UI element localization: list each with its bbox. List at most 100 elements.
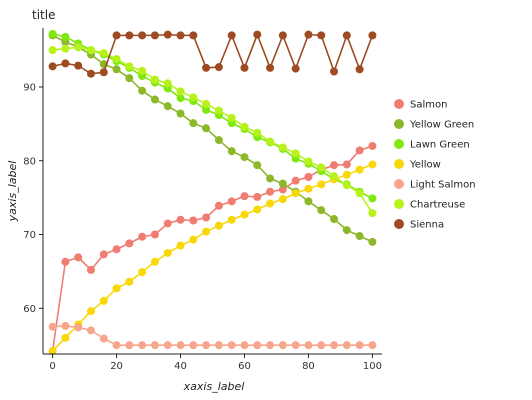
data-point-sienna — [86, 69, 95, 78]
data-point-yellow-green — [125, 74, 134, 83]
data-point-chartreuse — [189, 93, 198, 102]
x-tick-label: 20 — [110, 361, 123, 372]
data-point-light-salmon — [48, 322, 57, 331]
data-point-sienna — [214, 63, 223, 72]
data-point-salmon — [214, 201, 223, 210]
data-point-salmon — [240, 192, 249, 201]
data-point-sienna — [163, 30, 172, 39]
chart-title: title — [32, 8, 55, 22]
data-point-chartreuse — [163, 79, 172, 88]
x-axis-ticks: 0 20 40 60 80 100 — [49, 354, 382, 372]
data-point-yellow-green — [227, 147, 236, 156]
data-point-light-salmon — [125, 341, 134, 350]
data-point-chartreuse — [125, 62, 134, 71]
data-point-salmon — [304, 172, 313, 181]
data-point-sienna — [48, 62, 57, 71]
data-point-chartreuse — [74, 43, 83, 52]
data-point-light-salmon — [304, 341, 313, 350]
series-line-light-salmon — [52, 325, 373, 346]
data-point-salmon — [266, 187, 275, 196]
data-point-light-salmon — [266, 341, 275, 350]
plot-area — [48, 29, 377, 356]
data-point-yellow — [317, 180, 326, 189]
data-point-light-salmon — [189, 341, 198, 350]
data-point-light-salmon — [112, 341, 121, 350]
data-point-salmon — [278, 185, 287, 194]
data-point-light-salmon — [86, 326, 95, 335]
data-point-chartreuse — [48, 46, 57, 55]
data-point-yellow-green — [342, 226, 351, 235]
data-point-sienna — [342, 31, 351, 40]
data-point-sienna — [253, 30, 262, 39]
data-point-yellow — [61, 333, 70, 342]
legend-label: Salmon — [410, 100, 447, 111]
data-point-yellow — [112, 284, 121, 293]
legend-label: Sienna — [410, 220, 444, 231]
data-point-light-salmon — [317, 341, 326, 350]
data-point-light-salmon — [163, 341, 172, 350]
data-point-sienna — [291, 64, 300, 73]
data-point-chartreuse — [138, 66, 147, 75]
data-point-yellow-green — [163, 102, 172, 111]
data-point-yellow-green — [138, 86, 147, 95]
legend-marker — [394, 99, 404, 109]
data-point-yellow-green — [330, 215, 339, 224]
data-point-sienna — [330, 67, 339, 76]
data-point-chartreuse — [330, 172, 339, 181]
data-point-yellow — [342, 170, 351, 179]
data-point-yellow — [138, 268, 147, 277]
data-point-yellow — [86, 307, 95, 316]
data-point-yellow-green — [253, 161, 262, 170]
data-point-sienna — [189, 31, 198, 40]
data-point-sienna — [138, 31, 147, 40]
series-line-lawn-green — [52, 33, 373, 200]
data-point-salmon — [138, 232, 147, 241]
data-point-yellow — [368, 160, 377, 169]
data-point-light-salmon — [61, 321, 70, 330]
data-point-sienna — [317, 31, 326, 40]
data-point-chartreuse — [240, 122, 249, 131]
data-point-chartreuse — [253, 128, 262, 137]
data-point-sienna — [227, 31, 236, 40]
data-point-sienna — [266, 63, 275, 72]
data-point-sienna — [176, 31, 185, 40]
data-point-chartreuse — [61, 44, 70, 53]
data-point-sienna — [278, 31, 287, 40]
data-point-light-salmon — [355, 341, 364, 350]
data-point-chartreuse — [291, 149, 300, 158]
series-chartreuse — [48, 43, 377, 218]
data-point-yellow — [150, 257, 159, 266]
legend: Salmon Yellow Green Lawn Green Yellow Light … — [394, 99, 476, 231]
data-point-yellow-green — [240, 153, 249, 162]
data-point-yellow-green — [202, 124, 211, 133]
y-tick-label: 60 — [23, 304, 36, 315]
data-point-yellow — [266, 199, 275, 208]
x-tick-label: 80 — [302, 361, 315, 372]
data-point-salmon — [150, 230, 159, 239]
x-tick-label: 40 — [174, 361, 187, 372]
data-point-sienna — [202, 63, 211, 72]
data-point-lawn-green — [61, 32, 70, 41]
data-point-yellow-green — [112, 65, 121, 74]
data-point-lawn-green — [176, 94, 185, 103]
data-point-yellow-green — [368, 237, 377, 246]
data-point-light-salmon — [253, 341, 262, 350]
data-point-yellow — [99, 296, 108, 305]
data-point-sienna — [304, 30, 313, 39]
data-point-yellow — [291, 189, 300, 198]
data-point-light-salmon — [138, 341, 147, 350]
data-point-light-salmon — [342, 341, 351, 350]
data-point-salmon — [163, 219, 172, 228]
y-tick-label: 70 — [23, 230, 36, 241]
data-point-yellow-green — [176, 109, 185, 118]
data-point-yellow — [240, 210, 249, 219]
data-point-yellow — [227, 215, 236, 224]
data-point-salmon — [202, 213, 211, 222]
data-point-yellow-green — [214, 136, 223, 145]
data-point-yellow-green — [189, 119, 198, 128]
x-tick-label: 0 — [49, 361, 55, 372]
legend-marker — [394, 119, 404, 129]
data-point-salmon — [61, 257, 70, 266]
data-point-salmon — [368, 142, 377, 151]
data-point-chartreuse — [227, 113, 236, 122]
